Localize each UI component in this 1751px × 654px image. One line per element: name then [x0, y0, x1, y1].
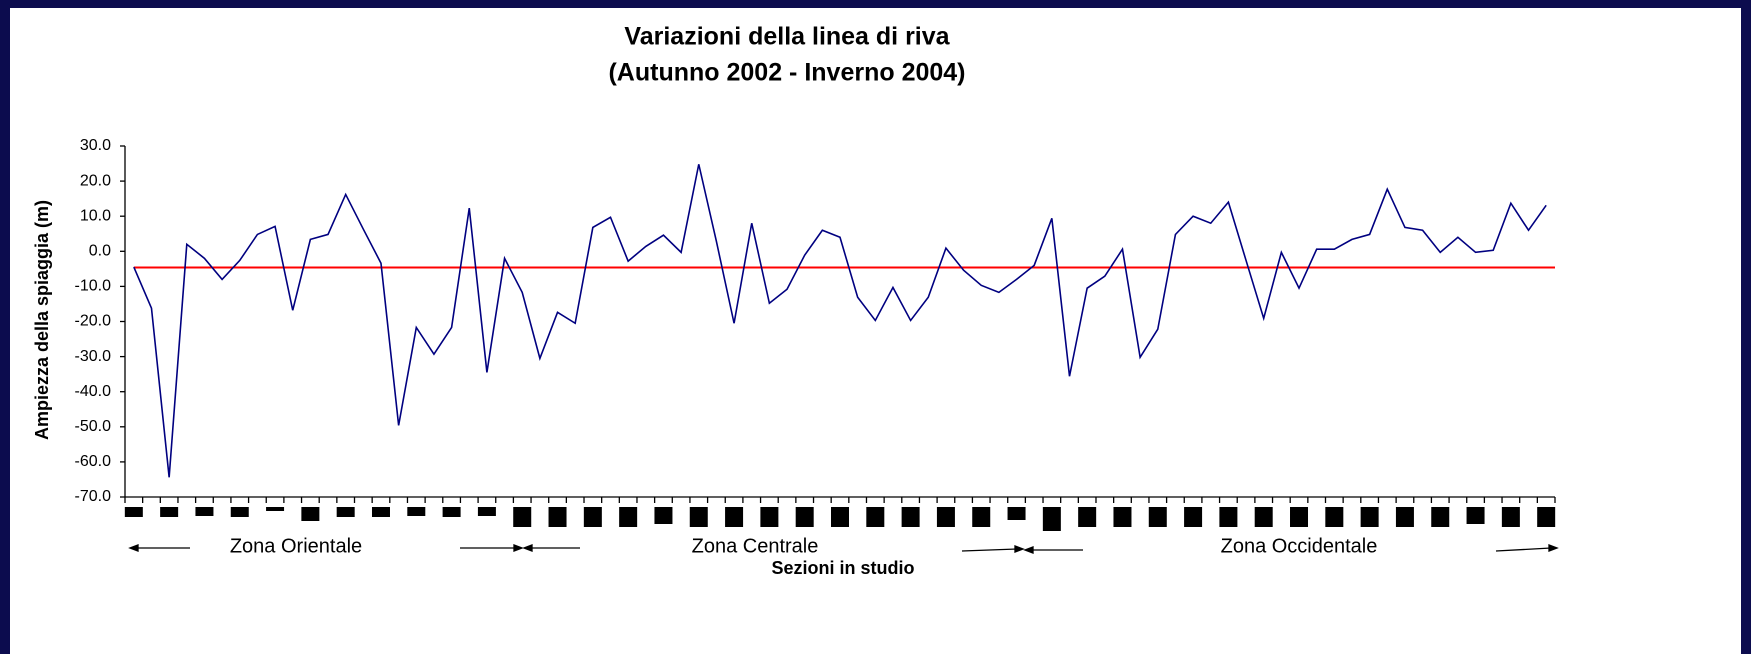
section-marker [1042, 507, 1061, 531]
section-marker [936, 507, 955, 527]
section-marker [1537, 507, 1556, 527]
section-marker [901, 507, 920, 527]
section-marker [654, 507, 673, 524]
y-tick-label: -40.0 [75, 383, 112, 400]
x-axis-label: Sezioni in studio [772, 558, 915, 578]
section-marker [689, 507, 708, 527]
section-marker [336, 507, 355, 517]
section-marker [1184, 507, 1203, 527]
plot-background [10, 8, 1741, 654]
section-marker [972, 507, 991, 527]
chart-title: Variazioni della linea di riva [624, 23, 950, 51]
y-tick-label: -20.0 [75, 313, 112, 330]
y-tick-label: 20.0 [80, 172, 111, 189]
y-tick-label: -30.0 [75, 348, 112, 365]
section-marker [477, 507, 496, 516]
section-marker [513, 507, 532, 527]
section-marker [725, 507, 744, 527]
y-tick-label: -50.0 [75, 418, 112, 435]
section-marker [1113, 507, 1132, 527]
section-marker [195, 507, 214, 516]
section-marker [230, 507, 249, 517]
section-marker [619, 507, 638, 527]
y-tick-label: -70.0 [75, 488, 112, 505]
zone-label: Zona Centrale [692, 535, 819, 557]
section-marker [1254, 507, 1273, 527]
section-marker [760, 507, 779, 527]
y-tick-label: 0.0 [89, 243, 111, 260]
zone-label: Zona Occidentale [1221, 535, 1378, 557]
section-marker [866, 507, 885, 527]
section-marker [548, 507, 567, 527]
section-marker [124, 507, 143, 517]
section-marker [1219, 507, 1238, 527]
section-marker [1148, 507, 1167, 527]
section-marker [160, 507, 179, 517]
section-marker [795, 507, 814, 527]
data-line [133, 164, 1547, 478]
section-marker [831, 507, 849, 527]
section-marker [1290, 507, 1309, 527]
y-axis-label: Ampiezza della spiaggia (m) [32, 200, 52, 440]
chart-subtitle: (Autunno 2002 - Inverno 2004) [608, 59, 965, 87]
zone-label: Zona Orientale [230, 535, 362, 557]
section-marker [1007, 507, 1026, 520]
section-marker [1395, 507, 1414, 527]
section-marker [371, 507, 390, 517]
section-marker [301, 507, 320, 521]
section-marker [442, 507, 461, 517]
y-tick-label: -10.0 [75, 278, 112, 295]
section-marker [1325, 507, 1344, 527]
zone-arrows [128, 544, 1559, 554]
y-tick-label: -60.0 [75, 453, 112, 470]
section-marker [407, 507, 426, 516]
section-marker [1360, 507, 1379, 527]
section-marker [1431, 507, 1450, 527]
section-marker [1501, 507, 1520, 527]
section-marker [1466, 507, 1485, 524]
y-tick-label: 10.0 [80, 207, 111, 224]
section-marker [1078, 507, 1097, 527]
section-marker [266, 507, 285, 511]
section-marker [583, 507, 602, 527]
y-tick-label: 30.0 [80, 137, 111, 154]
